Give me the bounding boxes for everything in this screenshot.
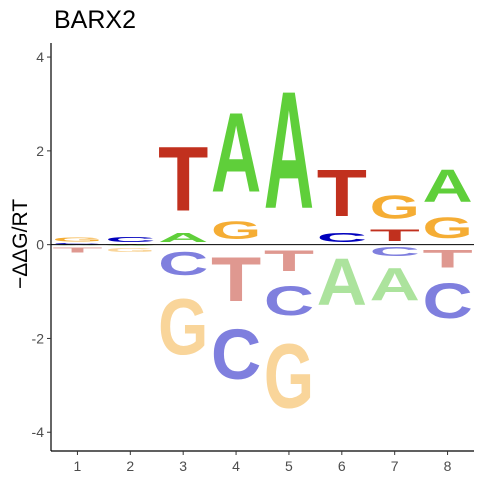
y-tick-label: 2	[36, 143, 44, 159]
x-tick-label: 8	[444, 458, 452, 474]
logo-letter-t-pos3: T	[158, 127, 208, 230]
axes-layer: -4 -2 0 2 4 1 2 3 4 5 6 7 8	[32, 43, 474, 474]
logo-letter-a-neg-pos7: A	[370, 260, 420, 311]
chart-title: BARX2	[54, 6, 136, 34]
logo-letter-t-neg-pos5: T	[264, 245, 315, 278]
logo-letter-c-neg-pos5: C	[264, 278, 314, 325]
logo-letter-a-pos4: A	[211, 89, 261, 215]
logo-letter-c-pos6: C	[317, 231, 367, 245]
y-tick-label: -2	[32, 330, 45, 346]
logo-letter-a-neg-pos2: A	[105, 245, 155, 247]
logo-letter-g-neg-pos3: G	[158, 282, 208, 371]
logo-letter-a-neg-pos6: A	[317, 245, 367, 320]
logo-letter-g-neg-pos2: G	[105, 247, 155, 254]
logo-letter-t-pos6: T	[317, 155, 367, 230]
logo-letter-t-neg-pos4: T	[211, 245, 261, 315]
logo-letter-g-pos4: G	[211, 217, 261, 245]
x-tick-label: 7	[391, 458, 399, 474]
y-axis-label: −ΔΔG/RT	[9, 199, 32, 289]
logo-letter-c-neg-pos7: C	[370, 245, 420, 259]
logo-letter-c-pos1: C	[52, 243, 102, 245]
y-tick-label: 4	[36, 49, 44, 65]
x-tick-label: 6	[338, 458, 346, 474]
logo-letter-t-pos7: T	[370, 226, 420, 245]
logo-letter-t-neg-pos8: T	[422, 245, 472, 273]
logo-letter-g-neg-pos5: G	[264, 324, 314, 427]
logo-letter-g-pos8: G	[422, 212, 472, 245]
x-tick-label: 1	[74, 458, 82, 474]
x-tick-label: 2	[126, 458, 134, 474]
x-tick-label: 4	[232, 458, 240, 474]
y-tick-label: 0	[36, 237, 44, 253]
logo-letter-g-pos7: G	[370, 188, 420, 226]
logo-letter-c-neg-pos3: C	[158, 245, 208, 282]
y-tick-label: -4	[32, 424, 45, 440]
logo-letter-a-pos8: A	[422, 161, 472, 212]
logo-letter-a-pos5: A	[264, 58, 314, 245]
letters-layer: CGATTCAGATCGGATCATCGCTATGCAGATC	[52, 58, 472, 427]
logo-letter-a-neg-pos1: A	[52, 245, 102, 246]
logo-letter-g-pos1: G	[52, 237, 102, 243]
x-tick-label: 5	[285, 458, 293, 474]
logo-letter-c-neg-pos8: C	[422, 272, 472, 328]
logo-letter-c-pos2: C	[105, 236, 155, 244]
x-tick-label: 3	[179, 458, 187, 474]
logo-letter-t-neg-pos1: T	[52, 246, 103, 254]
logo-letter-c-neg-pos4: C	[211, 314, 261, 394]
logo-letter-a-pos3: A	[158, 231, 208, 245]
